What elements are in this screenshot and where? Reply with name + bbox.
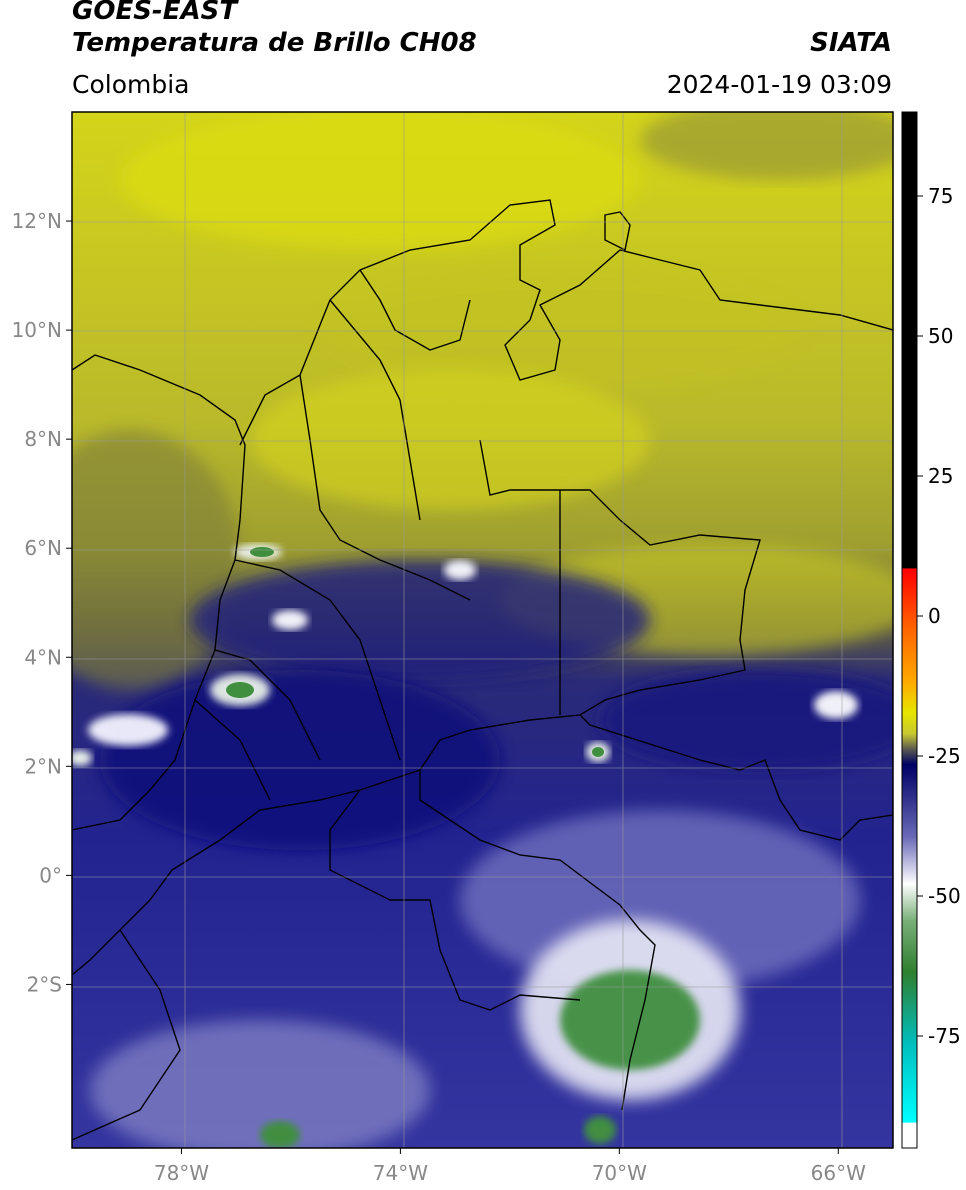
lat-tick-label: 2°N	[24, 754, 62, 778]
lat-tick-label: 4°N	[24, 645, 62, 669]
lon-tick-label: 74°W	[373, 1161, 428, 1185]
lat-axis: 12°N 10°N 8°N 6°N 4°N 2°N 0° 2°S	[12, 209, 72, 996]
lat-tick-label: 12°N	[12, 209, 62, 233]
lon-tick-label: 78°W	[154, 1161, 209, 1185]
lon-tick-label: 66°W	[811, 1161, 866, 1185]
colorbar-tick-label: 75	[928, 184, 953, 208]
region-label: Colombia	[72, 70, 190, 99]
country-borders	[72, 199, 893, 1141]
colorbar	[901, 111, 918, 1149]
colorbar-ticks: 75 50 25 0 -25 -50 -75	[917, 184, 961, 1048]
colorbar-tick-label: 25	[928, 464, 953, 488]
colorbar-tick-label: -25	[928, 744, 961, 768]
lat-tick-label: 10°N	[12, 318, 62, 342]
lat-tick-label: 0°	[39, 863, 62, 887]
temperature-field	[72, 112, 893, 1148]
colorbar-tick-label: -75	[928, 1024, 961, 1048]
timestamp-label: 2024-01-19 03:09	[666, 70, 892, 99]
lat-tick-label: 6°N	[24, 536, 62, 560]
lon-axis: 78°W 74°W 70°W 66°W	[154, 1148, 866, 1185]
colorbar-tick-label: 50	[928, 324, 953, 348]
colorbar-tick-label: -50	[928, 884, 961, 908]
lat-tick-label: 2°S	[27, 972, 62, 996]
colorbar-tick-label: 0	[928, 604, 941, 628]
satellite-title: GOES-EAST	[72, 0, 238, 26]
lat-tick-label: 8°N	[24, 427, 62, 451]
graticule	[72, 112, 893, 1148]
lon-tick-label: 70°W	[592, 1161, 647, 1185]
map-frame	[71, 111, 894, 1149]
product-title: Temperatura de Brillo CH08	[72, 28, 477, 58]
agency-label: SIATA	[810, 28, 892, 58]
